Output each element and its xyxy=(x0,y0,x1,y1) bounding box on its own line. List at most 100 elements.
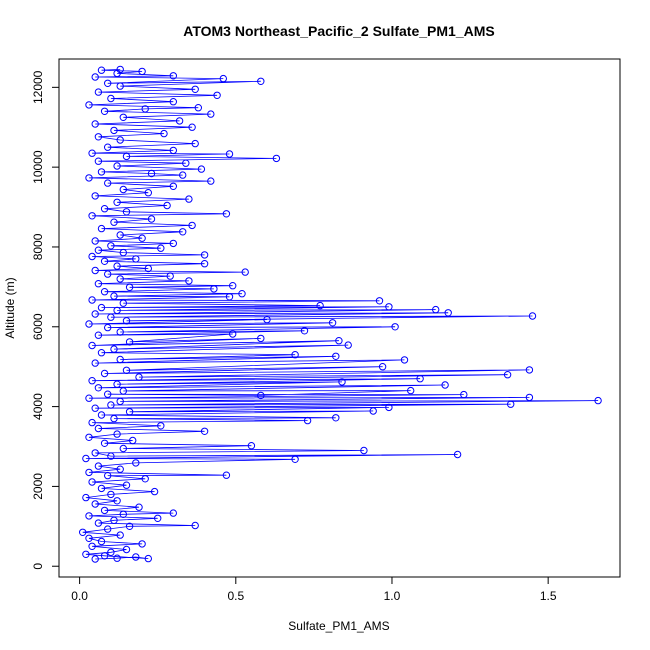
data-point xyxy=(144,189,153,197)
data-point xyxy=(113,198,121,207)
x-tick-label: 0.0 xyxy=(71,589,88,603)
data-point xyxy=(169,146,178,155)
data-point xyxy=(110,218,118,226)
data-point xyxy=(113,554,121,562)
data-point xyxy=(100,288,109,296)
data-point xyxy=(332,352,340,360)
data-point xyxy=(291,351,299,359)
data-point xyxy=(166,272,174,280)
data-point xyxy=(113,162,121,170)
data-point xyxy=(82,550,90,558)
data-point xyxy=(104,270,112,278)
data-point xyxy=(119,510,128,518)
data-point xyxy=(107,94,115,103)
data-point xyxy=(369,407,377,415)
data-point xyxy=(222,471,231,479)
data-point xyxy=(125,283,134,291)
data-point xyxy=(91,449,99,457)
data-point xyxy=(400,356,409,364)
data-point xyxy=(316,301,324,310)
data-point xyxy=(257,77,265,86)
data-point xyxy=(229,330,237,338)
data-point xyxy=(213,91,221,100)
data-point xyxy=(154,514,162,522)
data-point xyxy=(91,359,99,367)
data-point xyxy=(97,303,106,312)
data-point xyxy=(528,312,537,320)
data-point xyxy=(188,221,196,230)
data-point xyxy=(147,169,156,178)
y-tick-label: 10000 xyxy=(31,150,45,184)
x-tick-label: 1.5 xyxy=(540,589,557,603)
data-point xyxy=(138,67,146,76)
data-point xyxy=(125,338,134,346)
data-point xyxy=(113,497,121,505)
data-point xyxy=(100,552,109,560)
data-point xyxy=(104,525,112,533)
data-point xyxy=(97,168,106,176)
data-point xyxy=(88,478,96,486)
data-point xyxy=(97,537,106,546)
data-point xyxy=(303,416,312,425)
data-point xyxy=(85,320,93,328)
data-point xyxy=(163,201,171,210)
data-point xyxy=(113,430,121,438)
data-point xyxy=(116,136,124,144)
data-point xyxy=(116,65,124,74)
data-point xyxy=(132,459,140,467)
data-point xyxy=(141,475,149,483)
data-point xyxy=(179,171,187,179)
x-axis-label: Sulfate_PM1_AMS xyxy=(288,619,389,633)
data-point xyxy=(391,323,399,331)
data-point xyxy=(200,251,209,259)
data-point xyxy=(263,315,271,324)
data-point xyxy=(182,159,190,167)
data-point xyxy=(107,401,115,409)
data-point xyxy=(185,277,193,285)
data-point xyxy=(94,133,103,141)
data-point xyxy=(107,242,115,250)
data-point xyxy=(88,377,96,385)
data-point xyxy=(122,208,131,216)
data-point xyxy=(116,531,124,539)
data-point xyxy=(291,455,299,463)
y-tick-label: 2000 xyxy=(31,473,45,500)
data-point xyxy=(88,252,96,261)
data-point xyxy=(375,297,384,305)
data-point xyxy=(200,260,209,268)
data-point xyxy=(129,436,137,445)
data-point xyxy=(119,387,128,395)
data-point xyxy=(188,123,196,131)
data-point xyxy=(338,378,346,386)
data-point xyxy=(100,107,109,116)
data-point xyxy=(85,468,93,477)
data-point xyxy=(104,79,112,88)
y-tick-label: 4000 xyxy=(31,393,45,420)
data-point xyxy=(225,293,234,301)
data-point xyxy=(85,101,93,109)
data-point xyxy=(416,375,424,383)
chart-title: ATOM3 Northeast_Pacific_2 Sulfate_PM1_AM… xyxy=(183,23,494,39)
data-point xyxy=(525,393,534,402)
data-point xyxy=(107,548,115,556)
data-point xyxy=(91,73,99,81)
data-point xyxy=(116,231,124,239)
data-point xyxy=(125,522,134,530)
data-point xyxy=(104,323,112,332)
data-point xyxy=(378,363,387,371)
data-point xyxy=(85,394,93,402)
data-point xyxy=(100,257,109,265)
data-point xyxy=(91,120,99,128)
data-point xyxy=(110,414,118,423)
data-point xyxy=(110,516,118,524)
data-point xyxy=(94,331,103,339)
data-point xyxy=(194,104,203,112)
data-point xyxy=(525,366,534,374)
data-point xyxy=(207,110,215,118)
data-point xyxy=(88,296,96,304)
data-point xyxy=(107,313,115,321)
data-point xyxy=(132,553,140,561)
x-tick-label: 1.0 xyxy=(384,589,401,603)
data-point xyxy=(169,98,178,106)
